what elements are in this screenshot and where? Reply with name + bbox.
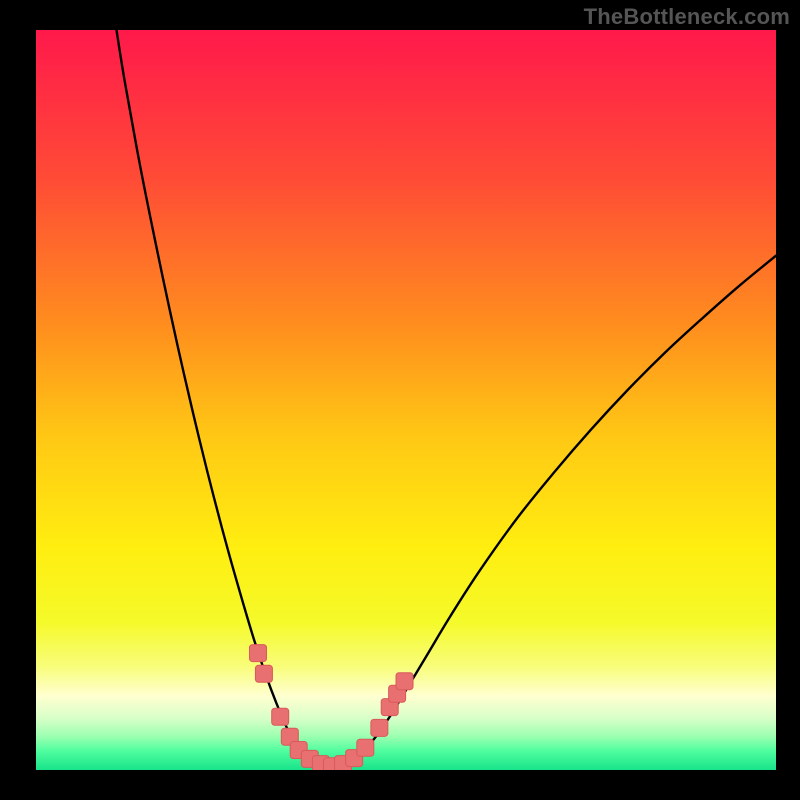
data-marker <box>357 739 374 756</box>
data-marker <box>371 719 388 736</box>
plot-background <box>36 30 776 770</box>
chart-container: { "watermark": { "text": "TheBottleneck.… <box>0 0 800 800</box>
data-marker <box>396 673 413 690</box>
watermark-text: TheBottleneck.com <box>584 4 790 30</box>
data-marker <box>272 708 289 725</box>
chart-svg <box>0 0 800 800</box>
data-marker <box>250 645 267 662</box>
data-marker <box>255 665 272 682</box>
